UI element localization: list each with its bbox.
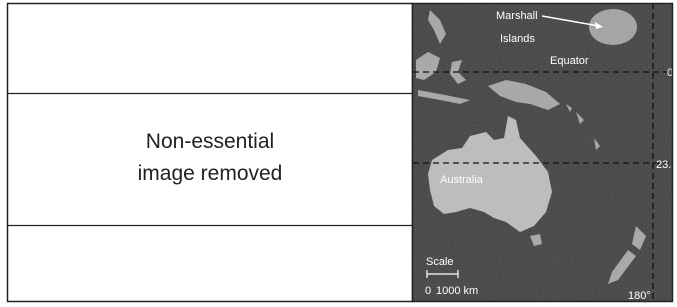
marshall-label: Marshall (496, 10, 538, 22)
placeholder-text: Non-essential (146, 130, 274, 153)
scale-zero: 0 (425, 285, 431, 297)
map: Marshall Islands Equator 0 23.5 180° Aus… (413, 3, 677, 302)
page: {"placeholder": {"lines": ["Non-essentia… (0, 0, 677, 307)
equator-label: Equator (550, 55, 589, 67)
longitude-label: 180° (628, 290, 651, 302)
scale-title: Scale (426, 256, 454, 268)
australia-label: Australia (440, 174, 484, 186)
placeholder-panel: Non-essential image removed (8, 4, 413, 302)
figure: Non-essential image removed Marshall Isl… (0, 0, 677, 307)
placeholder-text: image removed (138, 162, 283, 185)
scale-distance: 1000 km (436, 285, 478, 297)
marshall-label: Islands (500, 33, 535, 45)
latitude-label: 23.5 (656, 159, 677, 171)
